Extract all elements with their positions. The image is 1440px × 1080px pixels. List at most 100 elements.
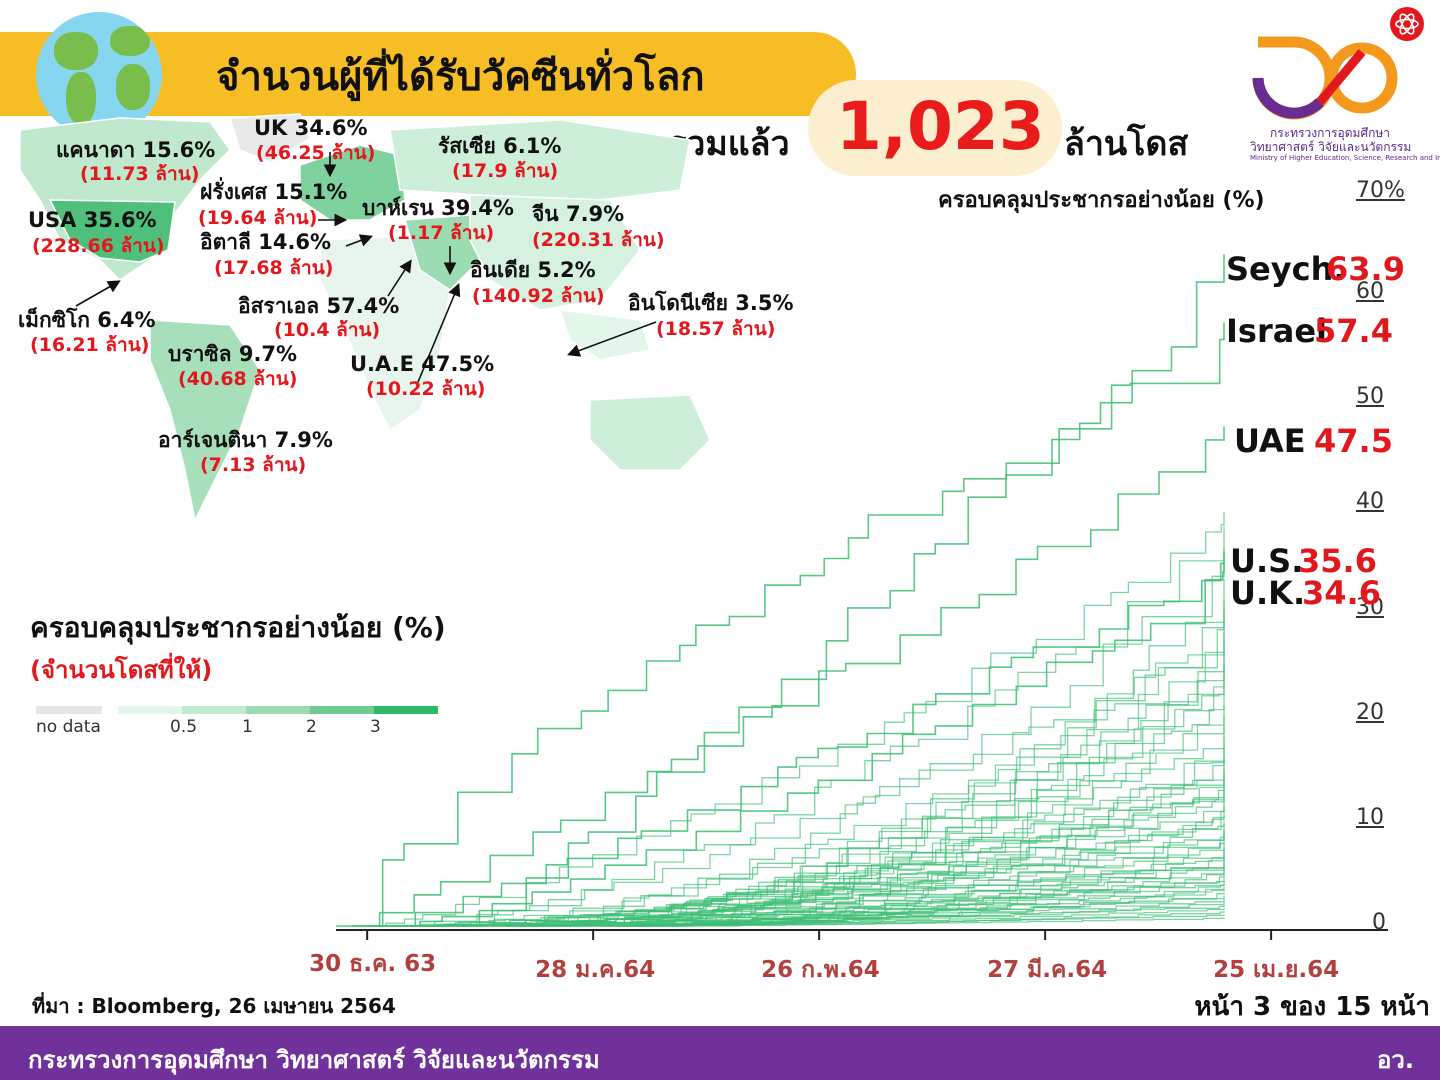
doses-usa: (228.66 ล้าน): [32, 235, 165, 257]
series-line: [445, 815, 1225, 927]
label-canada: แคนาดา 15.6%: [56, 138, 216, 162]
label-argentina: อาร์เจนตินา 7.9%: [158, 428, 333, 452]
doses-mexico: (16.21 ล้าน): [30, 334, 150, 356]
map-usa: [48, 199, 176, 263]
label-china: จีน 7.9%: [532, 202, 625, 226]
series-line: [367, 511, 1225, 927]
series-line: [367, 858, 1225, 927]
series-line: [468, 917, 1225, 927]
footer-ministry: กระทรวงการอุดมศึกษา วิทยาศาสตร์ วิจัยและ…: [28, 1046, 600, 1074]
globe-icon: [36, 12, 162, 138]
series-line: [413, 747, 1225, 927]
legend-swatch-4: [310, 706, 374, 714]
doses-brazil: (40.68 ล้าน): [178, 368, 298, 390]
end-label-name: Israel: [1226, 312, 1327, 350]
legend-title: ครอบคลุมประชากรอย่างน้อย (%): [30, 611, 446, 644]
series-line-us: [367, 551, 1225, 927]
logo-text-3: Ministry of Higher Education, Science, R…: [1250, 154, 1440, 162]
map-australia: [589, 394, 711, 471]
doses-china: (220.31 ล้าน): [532, 229, 665, 251]
label-israel: อิสราเอล 57.4%: [238, 294, 400, 318]
doses-italy: (17.68 ล้าน): [214, 257, 334, 279]
map-south-america: [149, 319, 261, 523]
label-uk: UK 34.6%: [254, 116, 368, 140]
label-indonesia: อินโดนีเซีย 3.5%: [628, 291, 794, 315]
x-tick-label: 26 ก.พ.64: [761, 957, 880, 983]
label-bahrain: บาห์เรน 39.4%: [362, 196, 514, 220]
end-label-name: Seych.: [1226, 250, 1346, 288]
y-tick-label: 40: [1356, 489, 1384, 515]
legend-swatch-1: [118, 706, 182, 714]
atom-icon: [1390, 7, 1424, 41]
total-unit: ล้านโดส: [1064, 124, 1189, 164]
series-line: [398, 895, 1225, 927]
end-label-value: 35.6: [1298, 542, 1377, 580]
y-unit-label: 70%: [1356, 178, 1405, 203]
map-europe: [299, 144, 406, 221]
y-tick-label: 50: [1356, 384, 1384, 410]
series-line: [382, 621, 1225, 927]
label-usa: USA 35.6%: [28, 208, 157, 232]
legend-swatch-5: [374, 706, 438, 714]
x-tick-label: 27 มี.ค.64: [987, 957, 1108, 983]
doses-france: (19.64 ล้าน): [198, 207, 318, 229]
end-label-name: U.S.: [1230, 542, 1304, 580]
footer-bar: [0, 1026, 1440, 1080]
series-line-uk: [390, 562, 1225, 927]
map-asia: [469, 194, 641, 311]
map-middle-east: [404, 214, 481, 291]
end-label-value: 47.5: [1314, 422, 1393, 460]
total-value: 1,023: [836, 88, 1045, 165]
series-line: [398, 684, 1225, 927]
legend-swatch-2: [182, 706, 246, 714]
source-note: ที่มา : Bloomberg, 26 เมษายน 2564: [32, 994, 396, 1018]
end-label-name: UAE: [1234, 422, 1306, 460]
page-title: จำนวนผู้ที่ได้รับวัคซีนทั่วโลก: [216, 54, 705, 100]
logo-text-1: กระทรวงการอุดมศึกษา: [1270, 126, 1390, 140]
map-russia: [389, 119, 691, 201]
doses-argentina: (7.13 ล้าน): [200, 454, 307, 476]
label-france: ฝรั่งเศส 15.1%: [200, 180, 348, 204]
legend-swatch-nodata: [36, 706, 102, 714]
legend-nodata: no data: [36, 717, 101, 737]
x-tick-label: 28 ม.ค.64: [535, 957, 656, 983]
legend-tick-4: 3: [370, 717, 381, 737]
series-line: [429, 784, 1225, 927]
footer-short: อว.: [1376, 1046, 1414, 1074]
legend-tick-2: 1: [242, 717, 253, 737]
series-line: [390, 810, 1225, 927]
legend-tick-3: 2: [306, 717, 317, 737]
label-brazil: บราซิล 9.7%: [168, 342, 298, 366]
coverage-heading: ครอบคลุมประชากรอย่างน้อย (%): [938, 188, 1265, 213]
doses-indonesia: (18.57 ล้าน): [656, 318, 776, 340]
end-label-name: U.K.: [1230, 574, 1306, 612]
y-tick-label: 60: [1356, 279, 1384, 305]
world-map: [19, 113, 711, 523]
legend-subtitle: (จำนวนโดสที่ให้): [30, 656, 213, 684]
doses-uae: (10.22 ล้าน): [366, 378, 486, 400]
series-line: [476, 547, 1225, 927]
legend-swatch-3: [246, 706, 310, 714]
end-label-value: 63.9: [1326, 250, 1405, 288]
label-italy: อิตาลี 14.6%: [200, 230, 332, 254]
end-label-value: 57.4: [1314, 312, 1393, 350]
total-pill: [808, 80, 1062, 176]
y-tick-label: 10: [1356, 804, 1384, 830]
doses-canada: (11.73 ล้าน): [80, 163, 200, 185]
series-line: [562, 905, 1225, 927]
label-india: อินเดีย 5.2%: [470, 258, 596, 282]
y-tick-label: 20: [1356, 699, 1384, 725]
legend-tick-1: 0.5: [170, 717, 198, 737]
page-number: หน้า 3 ของ 15 หน้า: [1194, 992, 1430, 1022]
map-greenland: [228, 113, 311, 163]
series-line: [421, 526, 1225, 927]
doses-uk: (46.25 ล้าน): [256, 142, 376, 164]
y-tick-label: 0: [1372, 910, 1386, 935]
ministry-logo: [1252, 7, 1424, 120]
doses-russia: (17.9 ล้าน): [452, 160, 559, 182]
end-label-value: 34.6: [1302, 574, 1381, 612]
doses-israel: (10.4 ล้าน): [274, 319, 381, 341]
series-line: [382, 877, 1225, 927]
x-tick-label: 25 เม.ย.64: [1213, 957, 1340, 983]
